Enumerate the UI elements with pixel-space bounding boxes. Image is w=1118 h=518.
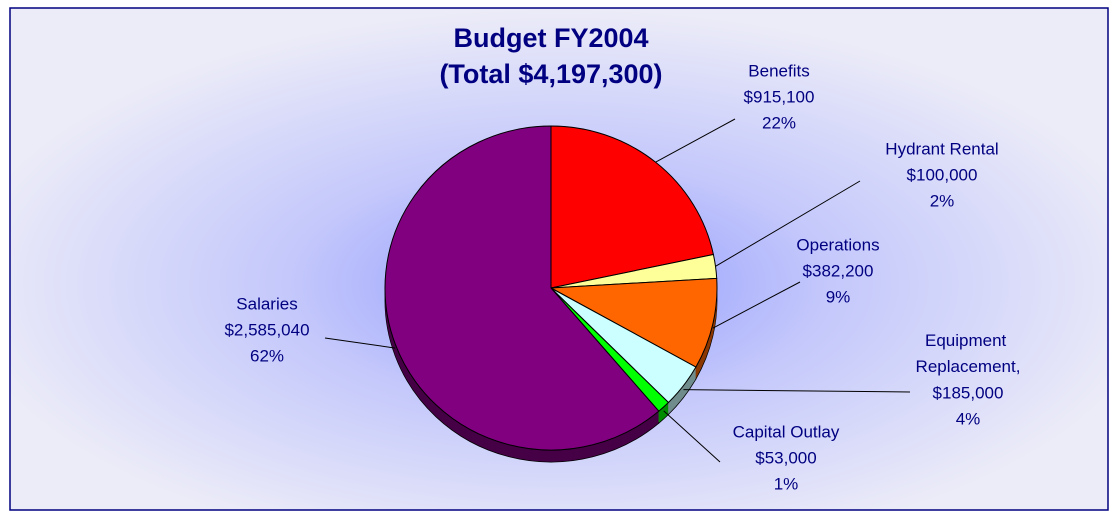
slice xyxy=(384,125,660,451)
data-label-percent: 1% xyxy=(774,474,799,493)
data-label-value: $53,000 xyxy=(755,448,816,467)
chart-title: Budget FY2004 xyxy=(453,23,648,53)
data-label-value: $100,000 xyxy=(907,165,978,184)
leader-line xyxy=(663,410,721,463)
data-label-value: $2,585,040 xyxy=(224,320,309,339)
data-label-category: Operations xyxy=(796,235,879,254)
data-label-category: Hydrant Rental xyxy=(885,139,998,158)
data-label-value: $185,000 xyxy=(933,383,1004,402)
leader-line xyxy=(324,337,396,349)
data-label-category: Capital Outlay xyxy=(733,422,840,441)
data-label-percent: 4% xyxy=(956,409,981,428)
data-label-value: $382,200 xyxy=(803,261,874,280)
leader-line xyxy=(712,281,801,329)
chart-subtitle: (Total $4,197,300) xyxy=(439,59,662,89)
leader-line xyxy=(655,118,736,163)
slice xyxy=(549,277,718,368)
data-label-percent: 2% xyxy=(930,191,955,210)
data-label-percent: 62% xyxy=(250,346,284,365)
data-label-category: Benefits xyxy=(748,61,809,80)
data-label-category: Equipment Replacement, xyxy=(916,331,1021,376)
data-label-value: $915,100 xyxy=(744,87,815,106)
data-label-percent: 22% xyxy=(762,113,796,132)
data-label-category: Salaries xyxy=(236,294,297,313)
data-label-percent: 9% xyxy=(826,287,851,306)
leader-line xyxy=(715,180,861,267)
leader-line xyxy=(683,389,911,393)
